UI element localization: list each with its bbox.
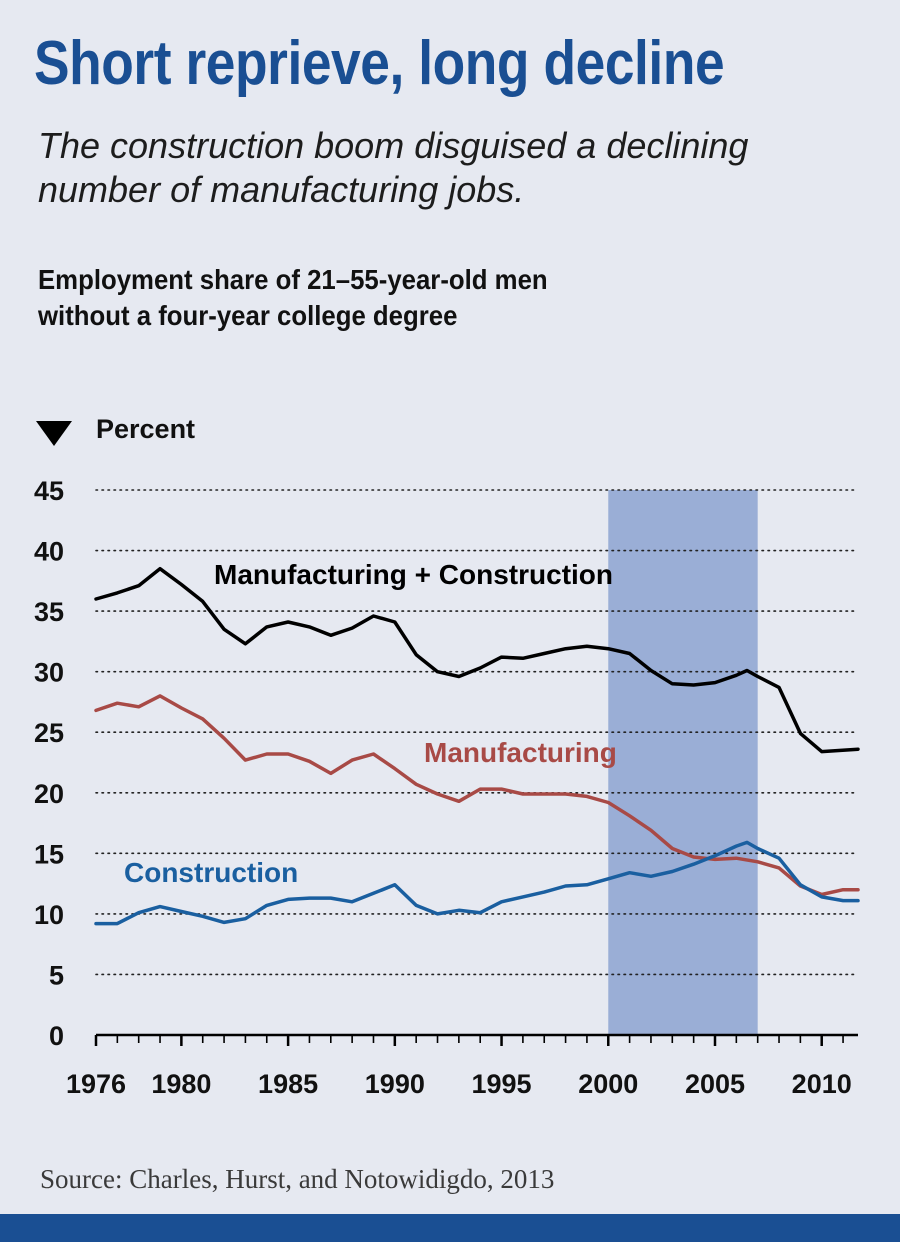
axis-layer: 0 5 10 15 20 25 30 35 40 45 1976 1980 1985 1990 1995 20… [34,476,858,1099]
source-note: Source: Charles, Hurst, and Notowidigdo,… [40,1164,555,1194]
construction-series-label: Construction [124,857,298,888]
chart-title: Short reprieve, long decline [34,29,725,98]
y-tick-label: 35 [34,597,64,627]
chart-heading: Employment share of 21–55-year-old men w… [38,264,548,331]
chart-subtitle: The construction boom disguised a declin… [38,125,749,210]
series-line-construction [94,840,860,926]
y-tick-label: 0 [49,1021,64,1051]
x-tick-label: 1985 [258,1069,318,1099]
series-line-manufacturing [94,694,860,897]
line-chart: 0 5 10 15 20 25 30 35 40 45 1976 1980 1985 1990 1995 20… [34,414,860,1099]
combined-series-label: Manufacturing + Construction [214,559,613,590]
y-tick-label: 10 [34,900,64,930]
y-tick-label: 15 [34,839,64,869]
y-tick-label: 45 [34,476,64,506]
x-tick-label: 1976 [66,1069,126,1099]
y-tick-label: 25 [34,718,64,748]
y-tick-label: 20 [34,779,64,809]
y-tick-label: 40 [34,537,64,567]
label-layer: Percent Manufacturing + Construction Man… [36,414,617,888]
y-axis-marker-icon [36,421,72,446]
x-tick-label: 2005 [685,1069,745,1099]
x-tick-label: 2000 [578,1069,638,1099]
x-tick-label: 2010 [792,1069,852,1099]
series-layer [94,566,860,926]
bottom-accent-bar [0,1214,900,1242]
x-tick-label: 1990 [365,1069,425,1099]
y-axis-label: Percent [96,414,195,444]
x-tick-label: 1995 [472,1069,532,1099]
highlight-band [608,490,758,1035]
series-line-combined [94,566,860,754]
grid-layer [95,489,859,976]
y-tick-label: 30 [34,658,64,688]
highlight-band-layer [608,490,758,1035]
y-tick-label: 5 [49,960,64,990]
x-tick-label: 1980 [151,1069,211,1099]
manufacturing-series-label: Manufacturing [424,737,617,768]
